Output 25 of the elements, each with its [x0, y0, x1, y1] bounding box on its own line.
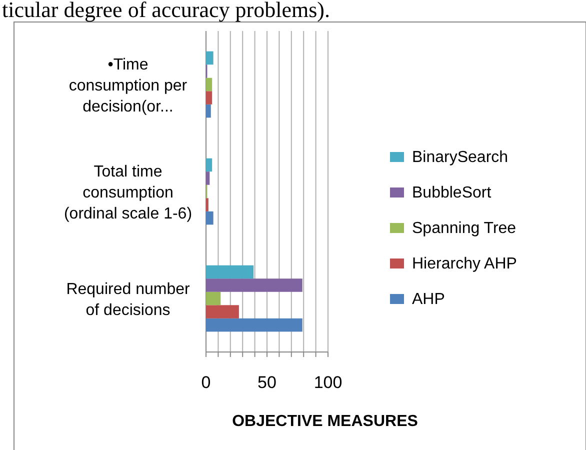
legend-label: AHP [412, 291, 445, 308]
x-tick-label: 50 [258, 373, 276, 392]
legend-label: Spanning Tree [412, 220, 516, 237]
legend-label: BinarySearch [412, 149, 508, 166]
bar [206, 211, 214, 225]
text: ticular degree of accuracy problems). [2, 0, 330, 22]
bar [206, 104, 211, 118]
bar [206, 158, 212, 172]
x-tick-label: 0 [201, 373, 211, 392]
y-tick-label: Total time consumption (ordinal scale 1-6) [64, 164, 192, 222]
bar [206, 292, 221, 306]
bar [206, 78, 212, 92]
legend-label: Hierarchy AHP [412, 256, 517, 272]
bar [206, 278, 302, 292]
y-tick-label: Required number of decisions [66, 281, 190, 319]
bar [206, 305, 239, 318]
legend-label: BubbleSort [412, 184, 492, 202]
x-tick-label: 100 [314, 373, 342, 392]
bar [206, 51, 214, 65]
y-tick-label: •Time consumption per decision(or... [68, 56, 188, 116]
bar [206, 172, 210, 185]
bar [206, 318, 302, 332]
x-axis-title: OBJECTIVE MEASURES [232, 413, 418, 430]
bar [206, 91, 212, 104]
bar [206, 265, 254, 279]
